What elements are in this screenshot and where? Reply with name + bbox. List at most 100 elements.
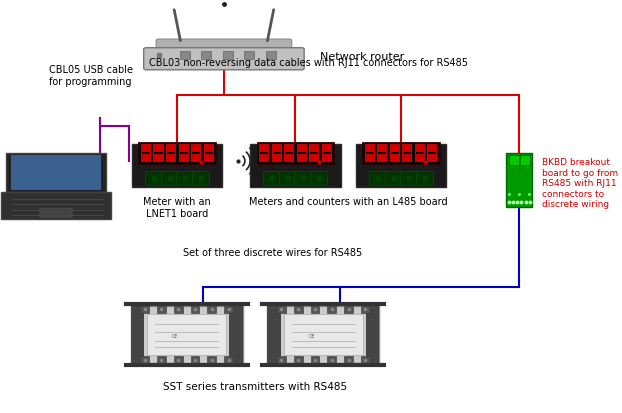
FancyBboxPatch shape (179, 144, 188, 162)
FancyBboxPatch shape (191, 144, 201, 162)
FancyBboxPatch shape (190, 356, 199, 363)
FancyBboxPatch shape (266, 52, 276, 59)
FancyBboxPatch shape (402, 144, 412, 162)
FancyBboxPatch shape (378, 152, 386, 154)
FancyBboxPatch shape (6, 153, 106, 192)
FancyBboxPatch shape (180, 152, 188, 154)
FancyBboxPatch shape (279, 171, 297, 185)
FancyBboxPatch shape (174, 306, 183, 313)
FancyBboxPatch shape (156, 39, 292, 52)
FancyBboxPatch shape (361, 356, 369, 363)
FancyBboxPatch shape (190, 306, 199, 313)
FancyBboxPatch shape (297, 144, 307, 162)
FancyBboxPatch shape (257, 142, 334, 164)
FancyBboxPatch shape (154, 152, 162, 154)
FancyBboxPatch shape (327, 356, 336, 363)
FancyBboxPatch shape (259, 144, 269, 162)
FancyBboxPatch shape (294, 171, 312, 185)
FancyBboxPatch shape (404, 152, 412, 154)
Text: Network router: Network router (320, 52, 404, 62)
FancyBboxPatch shape (157, 356, 165, 363)
FancyBboxPatch shape (416, 152, 424, 154)
FancyBboxPatch shape (132, 144, 222, 187)
FancyBboxPatch shape (229, 306, 243, 363)
FancyBboxPatch shape (378, 144, 388, 162)
FancyBboxPatch shape (131, 306, 144, 363)
FancyBboxPatch shape (345, 306, 353, 313)
FancyBboxPatch shape (322, 144, 332, 162)
FancyBboxPatch shape (142, 152, 150, 154)
FancyBboxPatch shape (309, 144, 319, 162)
Text: CBL05 USB cable
for programming: CBL05 USB cable for programming (49, 65, 132, 87)
FancyBboxPatch shape (366, 152, 374, 154)
FancyBboxPatch shape (224, 356, 233, 363)
FancyBboxPatch shape (391, 152, 399, 154)
FancyBboxPatch shape (192, 152, 200, 154)
FancyBboxPatch shape (192, 171, 210, 185)
FancyBboxPatch shape (202, 52, 211, 59)
FancyBboxPatch shape (311, 356, 320, 363)
FancyBboxPatch shape (176, 171, 193, 185)
FancyBboxPatch shape (284, 314, 363, 355)
FancyBboxPatch shape (310, 152, 318, 154)
FancyBboxPatch shape (139, 142, 216, 164)
FancyBboxPatch shape (180, 52, 190, 59)
Text: Meter with an
LNET1 board: Meter with an LNET1 board (144, 197, 211, 219)
FancyBboxPatch shape (250, 144, 341, 187)
Text: CE: CE (309, 334, 315, 339)
FancyBboxPatch shape (429, 152, 437, 154)
Text: CE: CE (172, 334, 179, 339)
Text: CBL03 non-reversing data cables with RJ11 connectors for RS485: CBL03 non-reversing data cables with RJ1… (149, 58, 468, 68)
FancyBboxPatch shape (277, 306, 286, 313)
FancyBboxPatch shape (145, 171, 162, 185)
FancyBboxPatch shape (363, 142, 440, 164)
FancyBboxPatch shape (272, 152, 281, 154)
FancyBboxPatch shape (1, 192, 111, 219)
FancyBboxPatch shape (390, 144, 400, 162)
FancyBboxPatch shape (161, 171, 179, 185)
FancyBboxPatch shape (277, 356, 286, 363)
Text: Set of three discrete wires for RS485: Set of three discrete wires for RS485 (183, 248, 363, 258)
FancyBboxPatch shape (327, 306, 336, 313)
FancyBboxPatch shape (157, 306, 165, 313)
FancyBboxPatch shape (310, 171, 328, 185)
FancyBboxPatch shape (166, 144, 176, 162)
Text: Meters and counters with an L485 board: Meters and counters with an L485 board (249, 197, 448, 207)
FancyBboxPatch shape (141, 144, 151, 162)
FancyBboxPatch shape (356, 144, 447, 187)
FancyBboxPatch shape (365, 144, 375, 162)
Text: BKBD breakout
board to go from
RS485 with RJ11
connectors to
discrete wiring: BKBD breakout board to go from RS485 wit… (542, 159, 618, 209)
FancyBboxPatch shape (285, 152, 293, 154)
FancyBboxPatch shape (366, 306, 379, 363)
FancyBboxPatch shape (208, 356, 216, 363)
FancyBboxPatch shape (208, 306, 216, 313)
FancyBboxPatch shape (311, 306, 320, 313)
FancyBboxPatch shape (284, 144, 294, 162)
FancyBboxPatch shape (509, 155, 519, 165)
FancyBboxPatch shape (385, 171, 402, 185)
FancyBboxPatch shape (11, 155, 101, 190)
FancyBboxPatch shape (223, 52, 233, 59)
FancyBboxPatch shape (267, 306, 281, 363)
FancyBboxPatch shape (427, 144, 437, 162)
FancyBboxPatch shape (154, 144, 164, 162)
FancyBboxPatch shape (369, 171, 386, 185)
FancyBboxPatch shape (400, 171, 417, 185)
FancyBboxPatch shape (267, 306, 379, 363)
FancyBboxPatch shape (144, 47, 304, 70)
FancyBboxPatch shape (416, 171, 434, 185)
FancyBboxPatch shape (298, 152, 306, 154)
FancyBboxPatch shape (147, 314, 226, 355)
FancyBboxPatch shape (260, 152, 268, 154)
FancyBboxPatch shape (140, 306, 149, 313)
Text: SST series transmitters with RS485: SST series transmitters with RS485 (163, 382, 347, 392)
FancyBboxPatch shape (174, 356, 183, 363)
FancyBboxPatch shape (203, 144, 213, 162)
FancyBboxPatch shape (294, 306, 302, 313)
FancyBboxPatch shape (294, 356, 302, 363)
FancyBboxPatch shape (506, 153, 532, 206)
FancyBboxPatch shape (361, 306, 369, 313)
FancyBboxPatch shape (263, 171, 281, 185)
FancyBboxPatch shape (345, 356, 353, 363)
FancyBboxPatch shape (224, 306, 233, 313)
